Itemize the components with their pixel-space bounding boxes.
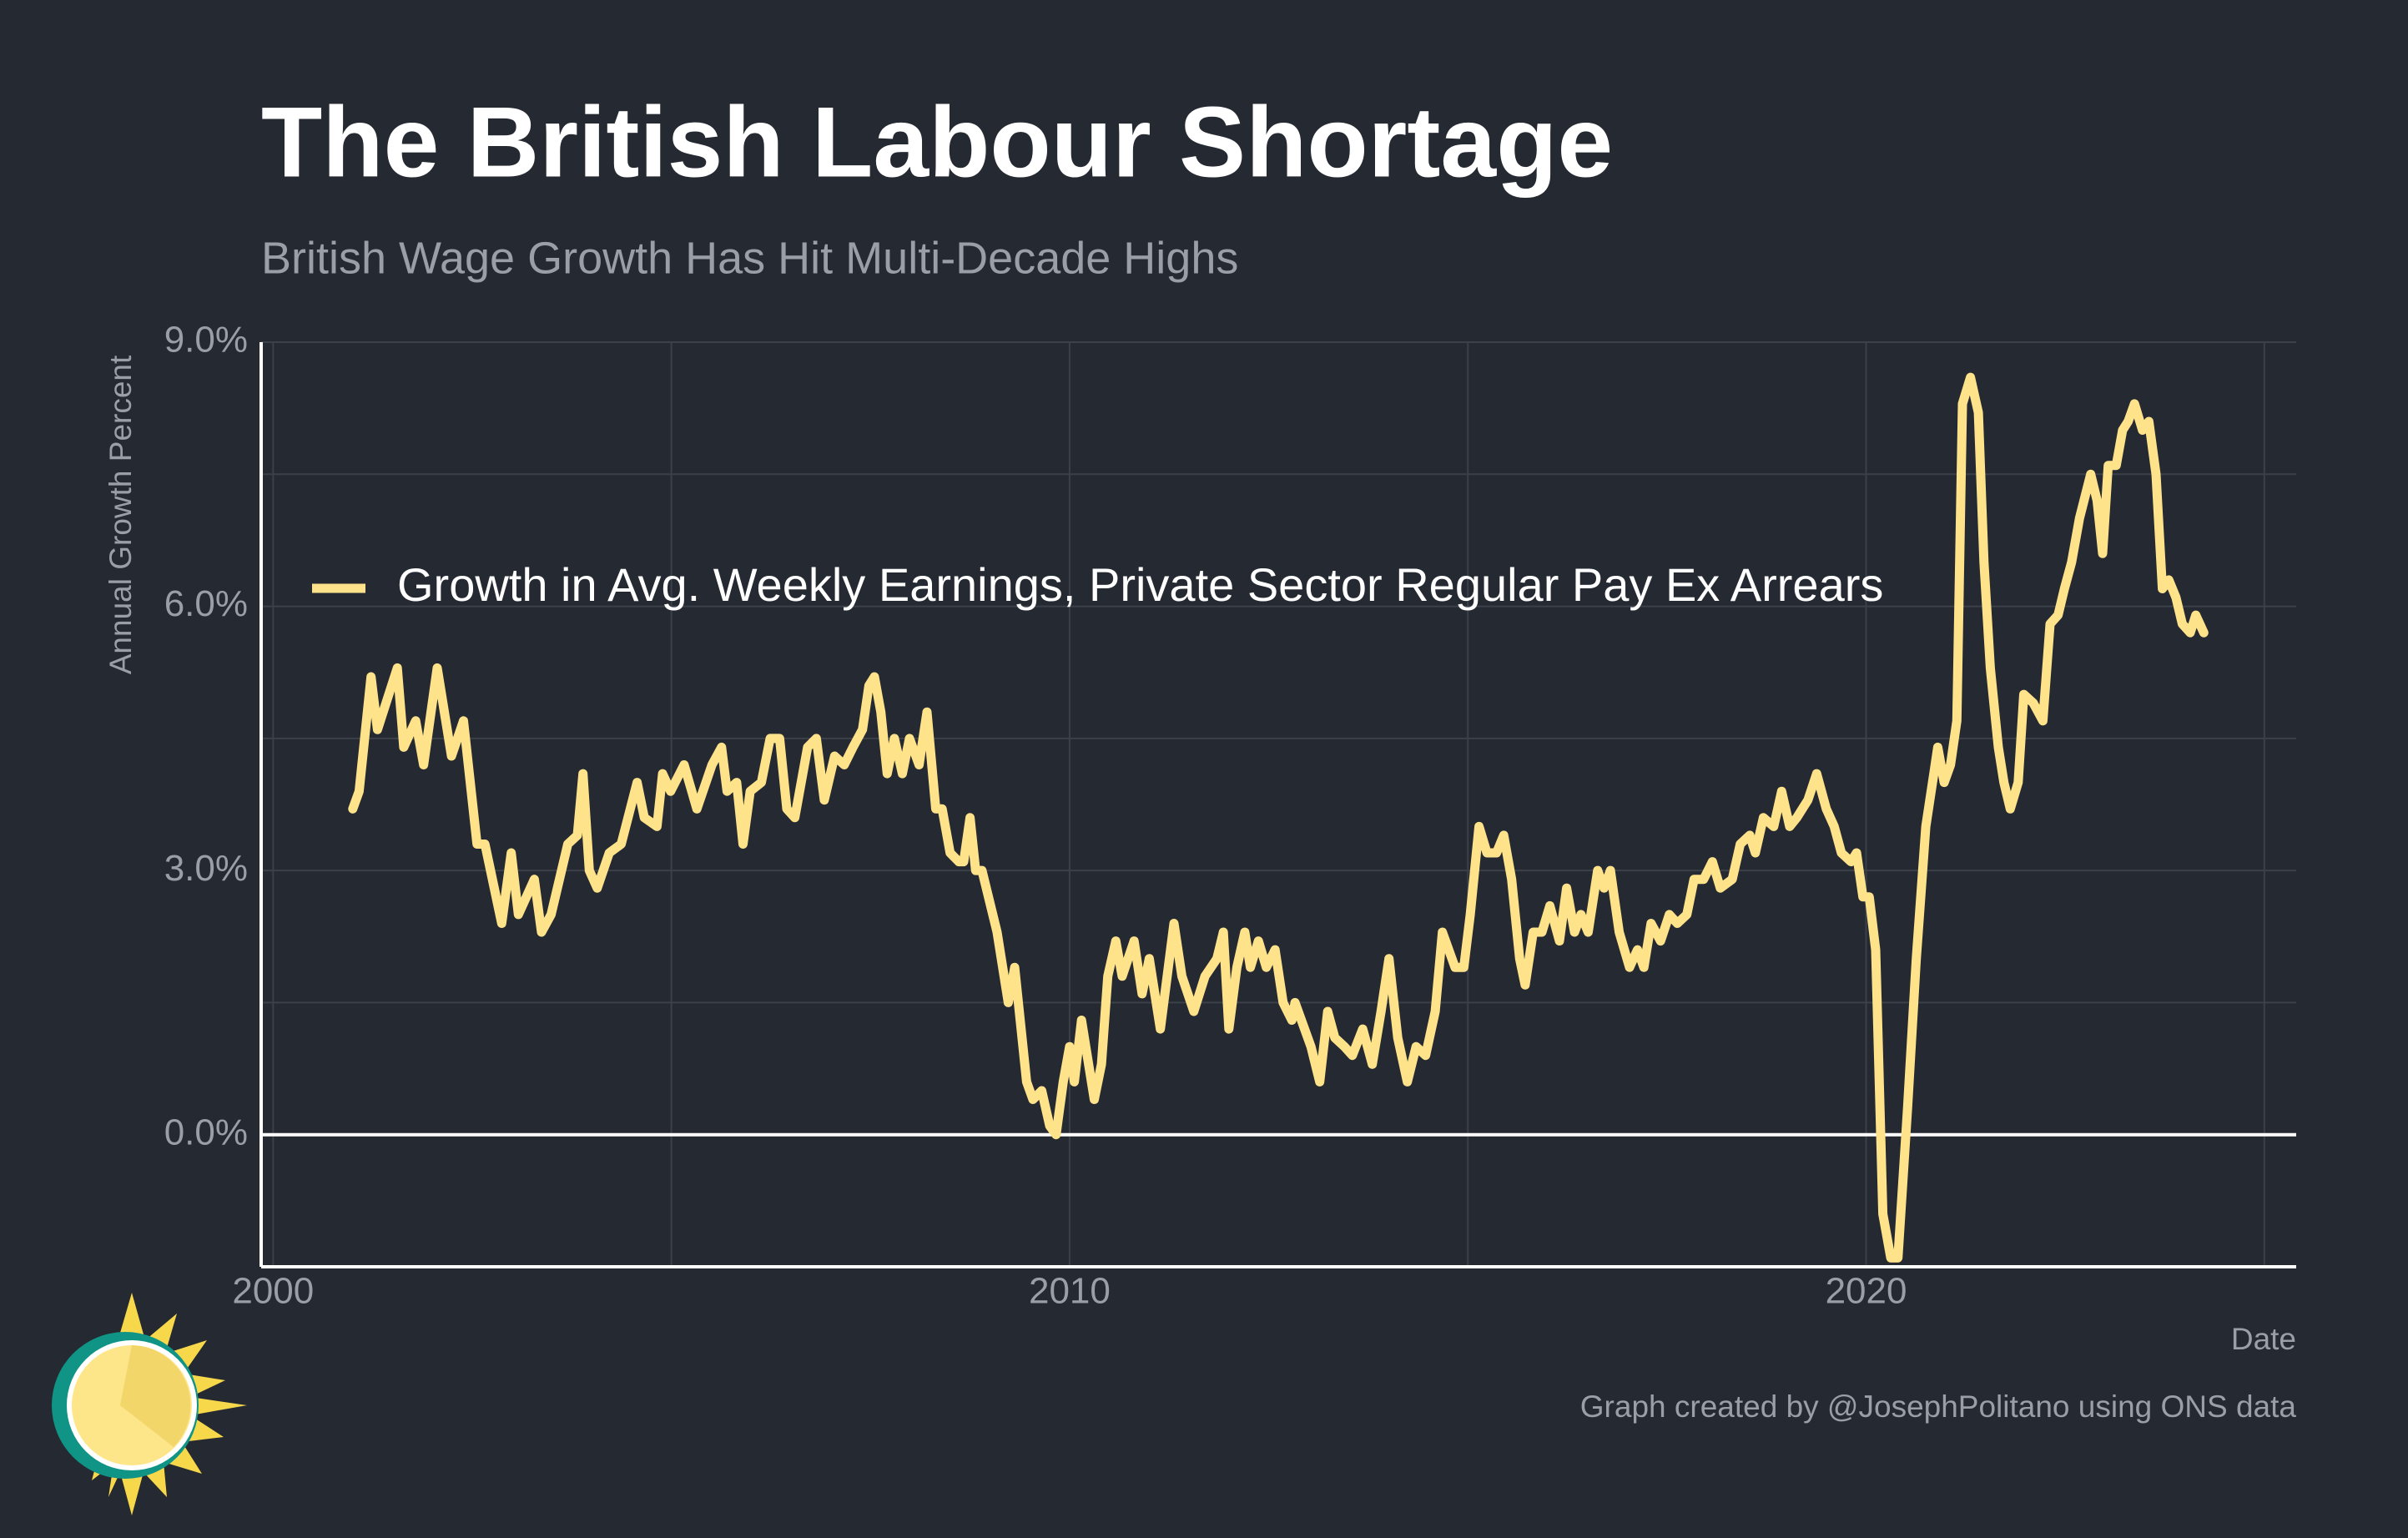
x-tick-label: 2000	[232, 1271, 314, 1312]
y-tick-label: 9.0%	[164, 320, 248, 361]
y-axis-title: Annual Growth Percent	[103, 355, 138, 674]
chart-title: The British Labour Shortage	[261, 87, 1613, 199]
line-series	[348, 372, 2209, 1263]
x-tick-label: 2020	[1826, 1271, 1907, 1312]
y-tick-label: 0.0%	[164, 1112, 248, 1152]
caption: Graph created by @JosephPolitano using O…	[1580, 1389, 2297, 1424]
x-tick-label: 2010	[1029, 1271, 1111, 1312]
logo	[52, 1293, 247, 1515]
logo-shade	[120, 1345, 191, 1447]
x-axis-title: Date	[2231, 1322, 2296, 1356]
y-tick-label: 6.0%	[164, 583, 248, 624]
chart-subtitle: British Wage Growth Has Hit Multi-Decade…	[261, 233, 1238, 283]
y-tick-label: 3.0%	[164, 848, 248, 889]
legend-label: Growth in Avg. Weekly Earnings, Private …	[397, 558, 1883, 611]
